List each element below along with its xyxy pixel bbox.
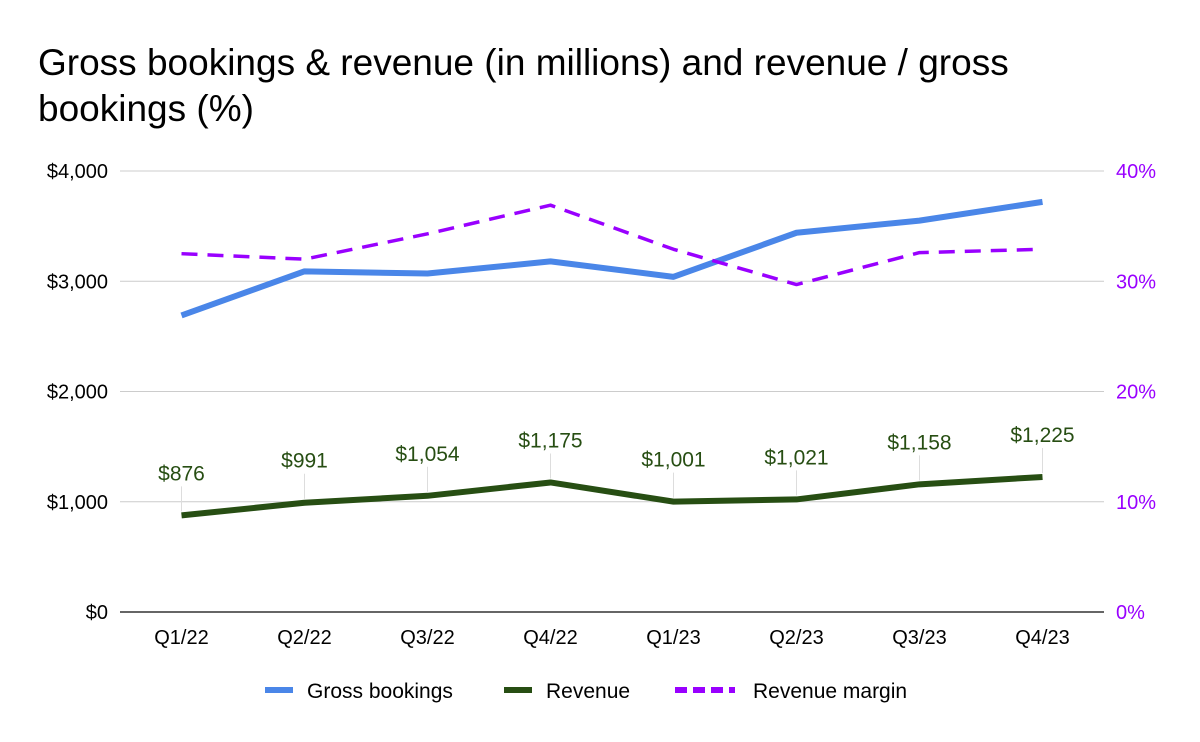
series-line-revenue — [181, 473, 1043, 519]
x-tick-label: Q2/23 — [769, 627, 823, 649]
y-left-tick-label: $0 — [86, 602, 108, 624]
x-tick-label: Q4/22 — [523, 627, 577, 649]
chart-title: Gross bookings & revenue (in millions) a… — [38, 42, 1009, 129]
y-left-tick-label: $2,000 — [47, 382, 108, 404]
y-right-tick-label: 10% — [1116, 492, 1156, 514]
data-label: $876 — [158, 462, 205, 485]
x-tick-label: Q1/23 — [646, 627, 700, 649]
data-label: $1,021 — [764, 446, 828, 469]
x-tick-label: Q2/22 — [277, 627, 331, 649]
y-right-tick-label: 0% — [1116, 602, 1145, 624]
series-line-revenue-margin — [181, 203, 1043, 287]
data-label: $991 — [281, 450, 328, 473]
data-label: $1,158 — [887, 431, 951, 454]
legend-label: Revenue margin — [753, 680, 907, 703]
x-tick-label: Q4/23 — [1015, 627, 1069, 649]
series-line-gross-bookings — [180, 198, 1043, 319]
y-right-tick-label: 40% — [1116, 161, 1156, 183]
y-left-tick-label: $1,000 — [47, 492, 108, 514]
data-label: $1,225 — [1010, 424, 1074, 447]
y-right-tick-label: 30% — [1116, 271, 1156, 293]
legend-label: Revenue — [546, 680, 630, 703]
data-label: $1,054 — [395, 443, 460, 466]
x-tick-label: Q3/22 — [400, 627, 454, 649]
data-label: $1,175 — [518, 429, 582, 452]
y-right-tick-label: 20% — [1116, 382, 1156, 404]
x-tick-label: Q3/23 — [892, 627, 946, 649]
x-tick-label: Q1/22 — [154, 627, 208, 649]
y-left-tick-label: $3,000 — [47, 271, 108, 293]
y-left-tick-label: $4,000 — [47, 161, 108, 183]
data-label: $1,001 — [641, 449, 705, 472]
legend-label: Gross bookings — [307, 680, 453, 703]
